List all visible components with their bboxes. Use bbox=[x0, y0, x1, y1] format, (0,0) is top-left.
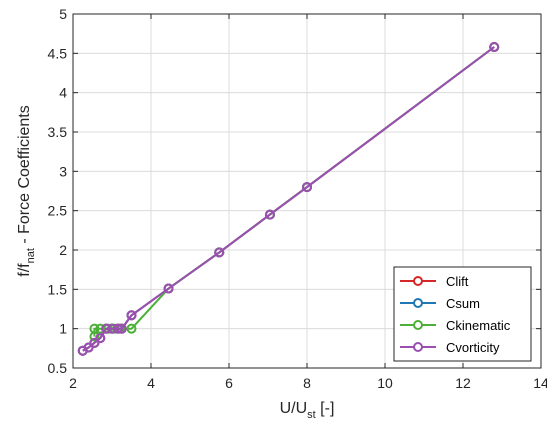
legend-marker-csum bbox=[413, 298, 423, 308]
y-axis-label: f/fnat - Force Coefficients bbox=[16, 105, 37, 277]
legend-marker-clift bbox=[413, 276, 423, 286]
y-tick-label: 3 bbox=[59, 163, 67, 179]
legend-label-csum: Csum bbox=[446, 296, 480, 311]
axes: 2 4 6 8 10 12 14 0.5 1 1.5 2 2.5 3 3.5 4 4.5 5 bbox=[48, 6, 547, 391]
y-tick-label: 4.5 bbox=[48, 45, 68, 61]
data-point-cvorticity bbox=[107, 323, 117, 334]
legend-label-ckinematic: Ckinematic bbox=[446, 318, 511, 333]
legend-marker-ckinematic bbox=[413, 320, 423, 330]
data-point-cvorticity bbox=[126, 310, 137, 321]
data-point-ckinematic bbox=[89, 323, 100, 334]
x-tick-label: 14 bbox=[533, 375, 547, 391]
y-tick-label: 3.5 bbox=[48, 124, 68, 140]
x-tick-label: 12 bbox=[455, 375, 471, 391]
x-tick-label: 6 bbox=[225, 375, 233, 391]
y-tick-label: 1 bbox=[59, 321, 67, 337]
y-tick-label: 0.5 bbox=[48, 360, 68, 376]
data-point-cvorticity bbox=[101, 323, 112, 334]
x-tick-label: 4 bbox=[147, 375, 155, 391]
y-tick-label: 2.5 bbox=[48, 203, 68, 219]
y-tick-label: 2 bbox=[59, 242, 67, 258]
data-point-cvorticity bbox=[264, 209, 275, 220]
legend: Clift Csum Ckinematic Cvorticity bbox=[393, 266, 532, 362]
legend-label-cvorticity: Cvorticity bbox=[446, 340, 500, 355]
y-tick-label: 5 bbox=[59, 6, 67, 22]
data-point-cvorticity bbox=[214, 247, 225, 258]
x-tick-label: 2 bbox=[69, 375, 77, 391]
series-line-cvorticity bbox=[82, 46, 495, 352]
data-point-cvorticity bbox=[89, 337, 100, 348]
data-point-cvorticity bbox=[83, 342, 94, 353]
legend-label-clift: Clift bbox=[446, 274, 469, 289]
series-layer bbox=[77, 42, 500, 356]
data-point-cvorticity bbox=[302, 182, 312, 193]
x-tick-label: 10 bbox=[377, 375, 393, 391]
data-point-cvorticity bbox=[116, 323, 127, 334]
x-tick-label: 8 bbox=[303, 375, 311, 391]
legend-marker-cvorticity bbox=[413, 342, 423, 352]
data-point-cvorticity bbox=[489, 42, 500, 53]
x-axis-label: U/Ust [-] bbox=[280, 400, 335, 421]
data-point-cvorticity bbox=[112, 323, 123, 334]
series-cvorticity bbox=[77, 42, 500, 356]
data-point-cvorticity bbox=[95, 333, 106, 344]
y-tick-label: 1.5 bbox=[48, 281, 68, 297]
y-tick-label: 4 bbox=[59, 85, 67, 101]
data-point-ckinematic bbox=[126, 323, 137, 334]
data-point-cvorticity bbox=[163, 283, 174, 294]
